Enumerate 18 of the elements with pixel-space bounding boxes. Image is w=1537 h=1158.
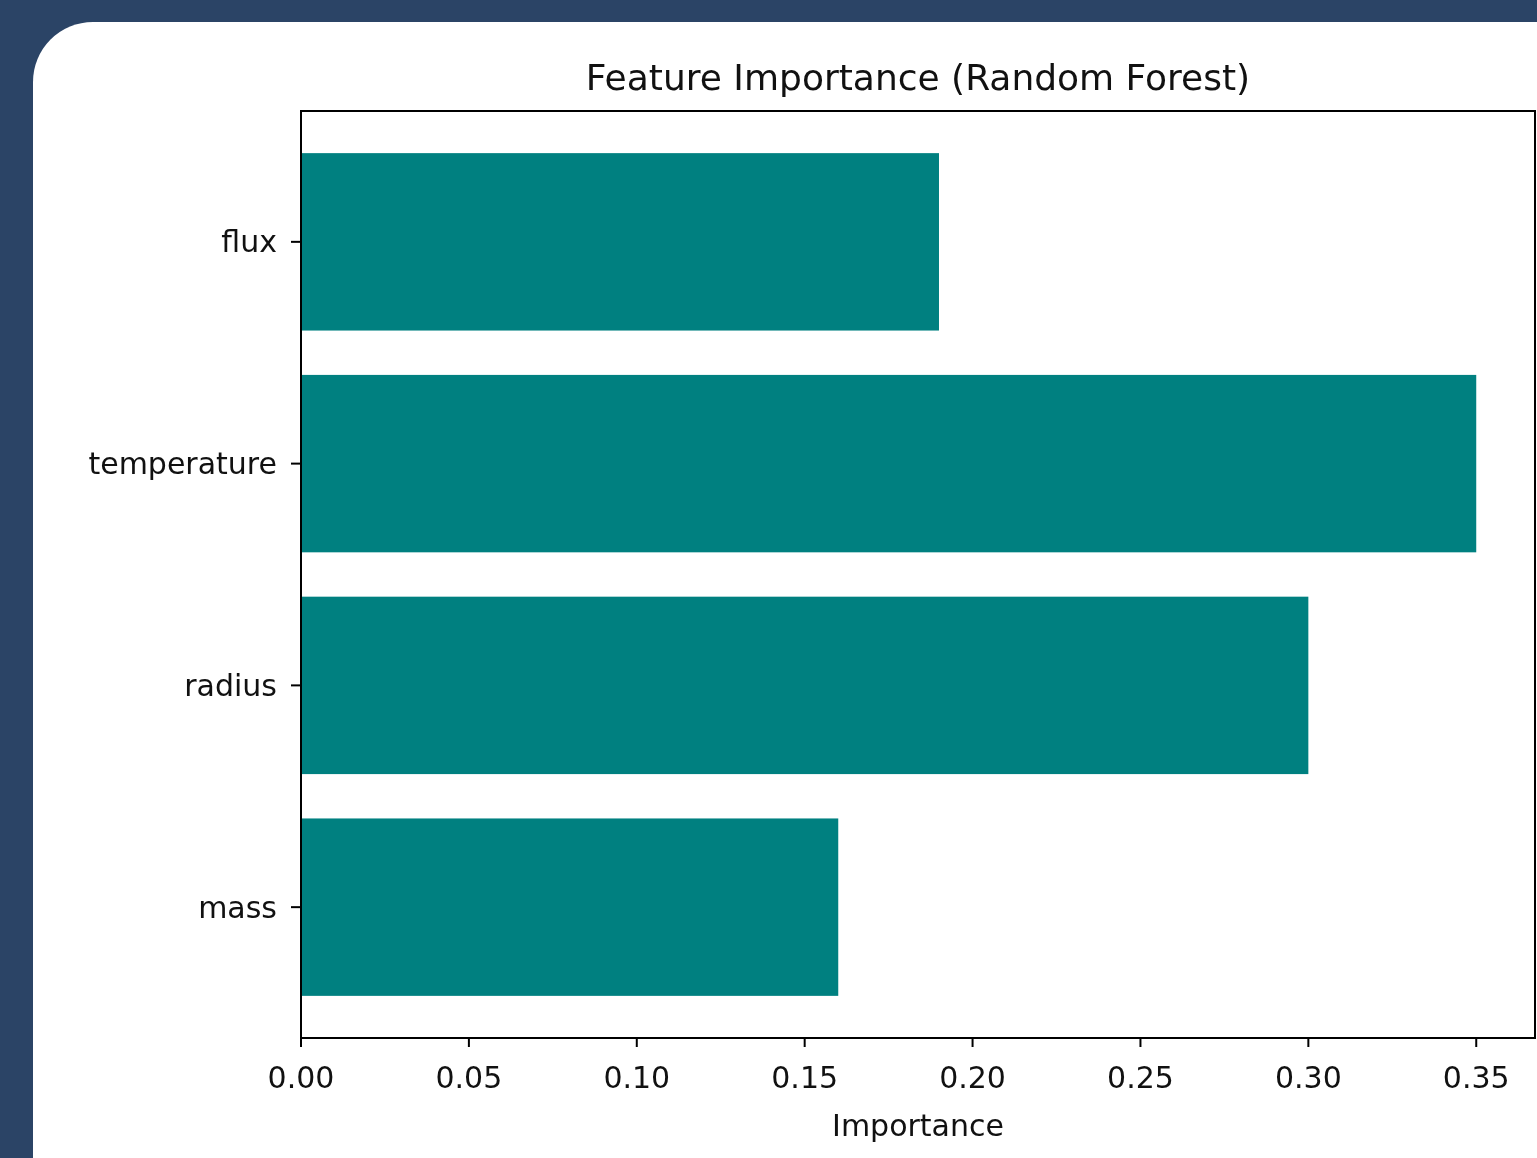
y-tick-label: mass	[198, 889, 277, 925]
x-tick-label: 0.20	[939, 1060, 1006, 1095]
y-tick-label: flux	[221, 224, 277, 260]
x-tick-label: 0.35	[1442, 1060, 1510, 1095]
x-tick-label: 0.30	[1274, 1060, 1342, 1095]
bar	[301, 374, 1477, 553]
x-axis-title: Importance	[832, 1108, 1004, 1143]
y-tick-label: radius	[184, 667, 277, 703]
x-tick-label: 0.25	[1107, 1060, 1174, 1095]
x-tick-label: 0.15	[771, 1060, 839, 1095]
bar	[301, 818, 839, 996]
x-tick-label: 0.00	[267, 1060, 335, 1095]
bar	[301, 153, 939, 331]
y-tick-label: temperature	[88, 446, 277, 482]
x-tick-label: 0.05	[435, 1060, 503, 1095]
chart-title: Feature Importance (Random Forest)	[585, 57, 1251, 98]
x-tick-label: 0.10	[603, 1060, 671, 1095]
bar	[301, 596, 1309, 775]
